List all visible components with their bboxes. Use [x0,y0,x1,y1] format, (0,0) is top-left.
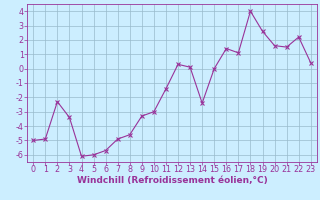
X-axis label: Windchill (Refroidissement éolien,°C): Windchill (Refroidissement éolien,°C) [76,176,268,185]
